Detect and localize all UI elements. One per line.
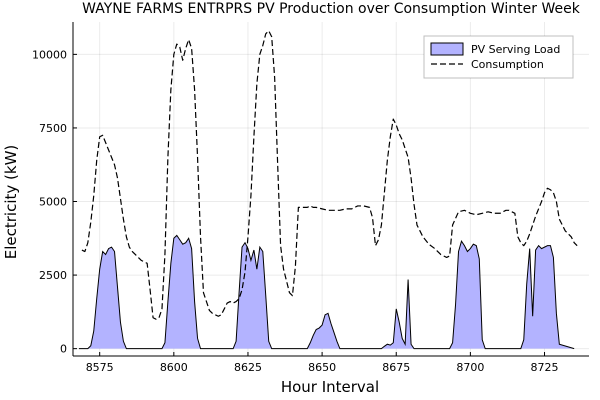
- series-layer: [78, 30, 578, 350]
- y-tick-label: 5000: [39, 196, 67, 209]
- pv-serving-load-line: [78, 234, 575, 350]
- chart-title: WAYNE FARMS ENTRPRS PV Production over C…: [82, 1, 581, 17]
- pv-serving-load-area: [78, 235, 575, 349]
- y-axis-title: Electricity (kW): [2, 145, 20, 260]
- legend-swatch-pv: [430, 42, 464, 56]
- axes: [72, 22, 589, 357]
- consumption-line: [81, 30, 578, 320]
- x-tick-label: 8675: [382, 361, 410, 374]
- x-tick-label: 8575: [86, 361, 114, 374]
- legend-label-pv: PV Serving Load: [471, 43, 560, 56]
- x-tick-label: 8600: [160, 361, 188, 374]
- y-tick-label: 7500: [39, 122, 67, 135]
- legend: PV Serving Load Consumption: [423, 35, 574, 79]
- x-tick-label: 8725: [531, 361, 559, 374]
- x-tick-label: 8650: [308, 361, 336, 374]
- y-tick-label: 10000: [32, 48, 67, 61]
- y-tick-label: 0: [60, 343, 67, 356]
- x-tick-label: 8625: [234, 361, 262, 374]
- y-tick-label: 2500: [39, 269, 67, 282]
- x-axis-title: Hour Interval: [281, 378, 379, 396]
- x-tick-label: 8700: [456, 361, 484, 374]
- legend-label-consumption: Consumption: [471, 58, 544, 71]
- tick-labels: 8575 8600 8625 8650 8675 8700 8725 0 2500 5000 750…: [32, 48, 559, 374]
